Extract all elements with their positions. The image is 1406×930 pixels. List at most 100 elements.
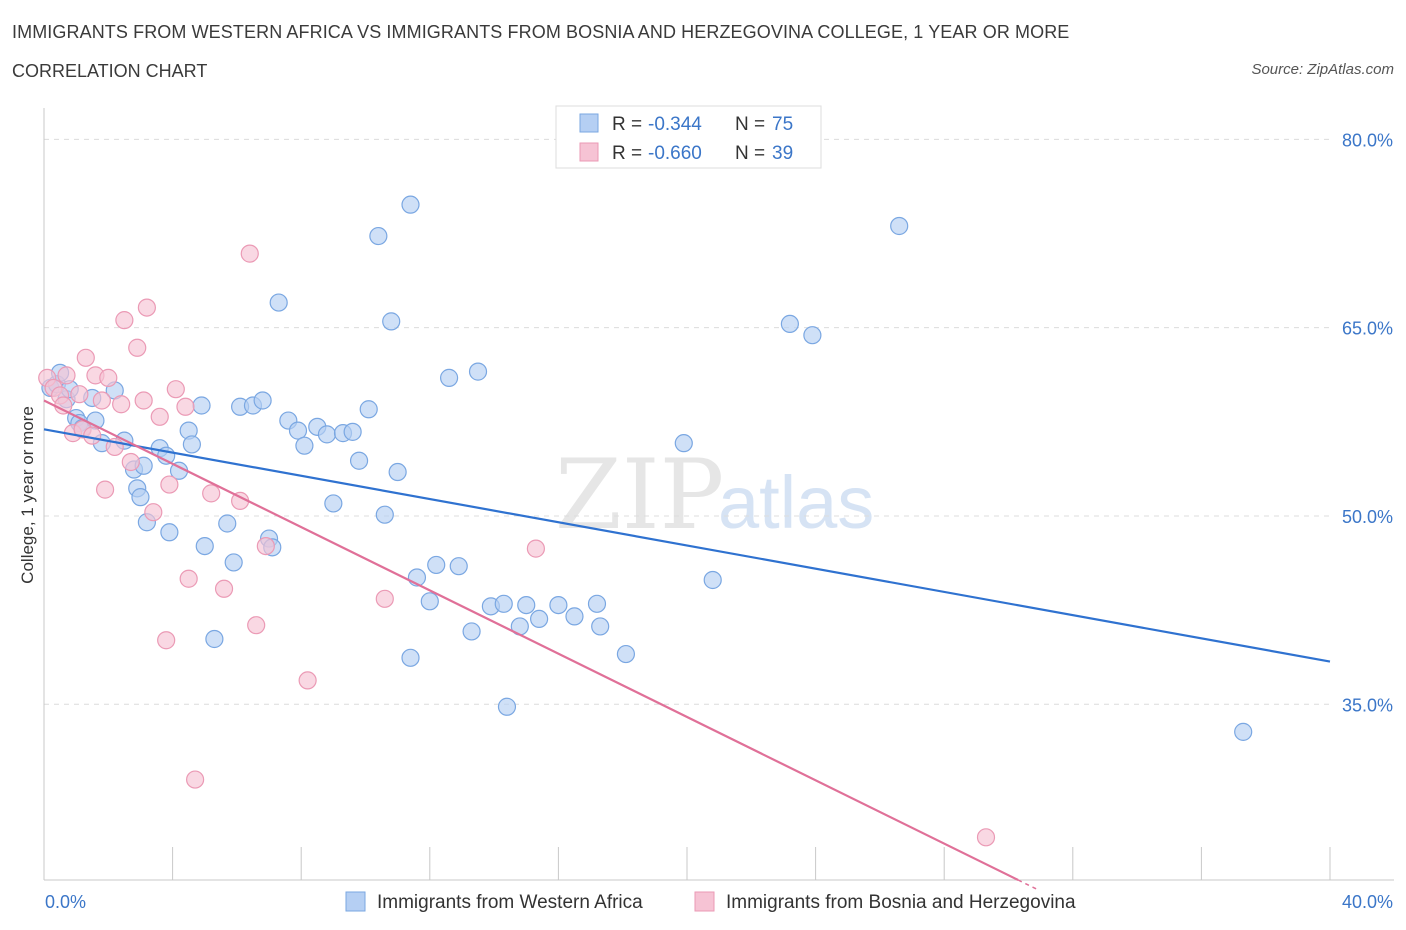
point-pink-26 bbox=[176, 397, 195, 416]
point-pink-22 bbox=[150, 407, 169, 426]
legend-r-label-pink: R = bbox=[612, 143, 642, 164]
point-blue-67 bbox=[587, 594, 607, 613]
point-pink-29 bbox=[202, 484, 221, 503]
legend-r-value-pink: -0.660 bbox=[648, 143, 702, 164]
point-blue-51 bbox=[420, 592, 439, 611]
chart-title: IMMIGRANTS FROM WESTERN AFRICA VS IMMIGR… bbox=[12, 22, 1070, 42]
point-blue-53 bbox=[439, 368, 459, 387]
point-blue-74 bbox=[1234, 722, 1253, 741]
point-blue-42 bbox=[343, 422, 362, 441]
point-blue-48 bbox=[388, 462, 407, 482]
point-pink-28 bbox=[186, 770, 205, 789]
legend-n-label-blue: N = bbox=[735, 114, 765, 135]
point-blue-59 bbox=[517, 595, 536, 615]
bottom-legend-swatch-blue bbox=[345, 891, 366, 912]
chart-subtitle: CORRELATION CHART bbox=[12, 61, 208, 81]
point-pink-27 bbox=[179, 569, 198, 588]
point-pink-11 bbox=[92, 391, 111, 410]
point-blue-39 bbox=[317, 425, 337, 444]
point-pink-20 bbox=[137, 298, 156, 317]
trend-lines bbox=[43, 399, 1331, 891]
bottom-legend-swatch-pink bbox=[694, 891, 715, 912]
y-tick-labels: 35.0% 50.0% 65.0% 80.0% bbox=[1342, 130, 1393, 715]
point-blue-70 bbox=[703, 570, 722, 590]
point-blue-52 bbox=[427, 555, 446, 575]
bottom-legend-label-blue: Immigrants from Western Africa bbox=[377, 892, 643, 913]
point-blue-46 bbox=[375, 505, 394, 524]
point-pink-35 bbox=[298, 671, 317, 690]
point-blue-49 bbox=[401, 648, 420, 667]
point-blue-47 bbox=[382, 312, 401, 331]
x-tick-label-1: 40.0% bbox=[1342, 892, 1393, 912]
point-blue-71 bbox=[780, 314, 799, 334]
point-pink-12 bbox=[95, 480, 115, 499]
point-blue-62 bbox=[565, 607, 584, 626]
point-blue-36 bbox=[288, 421, 308, 440]
point-pink-15 bbox=[112, 395, 131, 414]
point-blue-57 bbox=[497, 697, 517, 716]
point-blue-40 bbox=[324, 494, 343, 513]
x-tick-label-0: 0.0% bbox=[45, 892, 86, 912]
point-blue-66 bbox=[494, 594, 513, 613]
point-pink-36 bbox=[375, 589, 394, 608]
point-blue-31 bbox=[253, 391, 272, 410]
legend-n-value-pink: 39 bbox=[772, 143, 793, 164]
point-blue-69 bbox=[674, 434, 693, 453]
point-blue-73 bbox=[890, 216, 909, 236]
stats-legend: R = -0.344 N = 75 R = -0.660 N = 39 bbox=[555, 105, 822, 169]
point-pink-38 bbox=[976, 828, 996, 847]
point-blue-34 bbox=[269, 293, 288, 312]
point-pink-32 bbox=[240, 244, 259, 263]
point-blue-43 bbox=[349, 451, 369, 470]
grid-lines bbox=[44, 138, 1330, 705]
series-bosnia-points bbox=[38, 244, 996, 847]
legend-r-label-blue: R = bbox=[612, 114, 642, 135]
point-pink-30 bbox=[214, 579, 234, 598]
point-blue-54 bbox=[449, 557, 468, 576]
point-pink-34 bbox=[256, 536, 275, 556]
point-pink-6 bbox=[70, 385, 89, 404]
point-blue-60 bbox=[530, 609, 549, 629]
bottom-legend-label-pink: Immigrants from Bosnia and Herzegovina bbox=[726, 892, 1076, 913]
point-blue-44 bbox=[359, 400, 378, 419]
point-pink-17 bbox=[121, 452, 140, 472]
axes bbox=[43, 108, 1394, 881]
point-pink-23 bbox=[157, 631, 176, 650]
point-blue-28 bbox=[224, 553, 243, 572]
point-blue-55 bbox=[468, 362, 488, 381]
legend-n-label-pink: N = bbox=[735, 143, 765, 164]
point-blue-64 bbox=[401, 195, 420, 214]
point-blue-15 bbox=[131, 488, 150, 507]
point-blue-24 bbox=[192, 396, 211, 415]
point-pink-16 bbox=[115, 311, 134, 330]
point-pink-37 bbox=[526, 539, 545, 558]
point-blue-45 bbox=[369, 226, 388, 246]
y-axis-label: College, 1 year or more bbox=[18, 406, 37, 584]
point-pink-18 bbox=[128, 338, 147, 357]
point-blue-25 bbox=[195, 536, 214, 556]
point-pink-25 bbox=[166, 380, 185, 399]
point-pink-13 bbox=[99, 368, 118, 387]
source-label: Source: ZipAtlas.com bbox=[1251, 61, 1394, 78]
legend-swatch-pink bbox=[579, 142, 599, 162]
trend-line-pink-extension bbox=[1017, 879, 1038, 891]
point-blue-27 bbox=[218, 514, 237, 533]
y-tick-label-2: 65.0% bbox=[1342, 319, 1393, 339]
legend-swatch-blue bbox=[579, 113, 599, 133]
y-tick-label-1: 50.0% bbox=[1342, 507, 1393, 527]
point-pink-21 bbox=[144, 503, 163, 522]
series-legend: Immigrants from Western Africa Immigrant… bbox=[345, 891, 1076, 913]
point-blue-20 bbox=[160, 523, 179, 542]
point-blue-61 bbox=[549, 595, 568, 615]
legend-r-value-blue: -0.344 bbox=[648, 114, 702, 135]
point-pink-33 bbox=[247, 616, 266, 635]
watermark-atlas: atlas bbox=[718, 461, 874, 544]
point-blue-37 bbox=[295, 436, 314, 455]
y-tick-label-0: 35.0% bbox=[1342, 695, 1393, 715]
point-pink-19 bbox=[134, 391, 153, 410]
y-tick-label-3: 80.0% bbox=[1342, 130, 1393, 150]
point-pink-3 bbox=[54, 396, 73, 415]
point-blue-68 bbox=[616, 644, 636, 664]
point-blue-26 bbox=[205, 629, 224, 649]
